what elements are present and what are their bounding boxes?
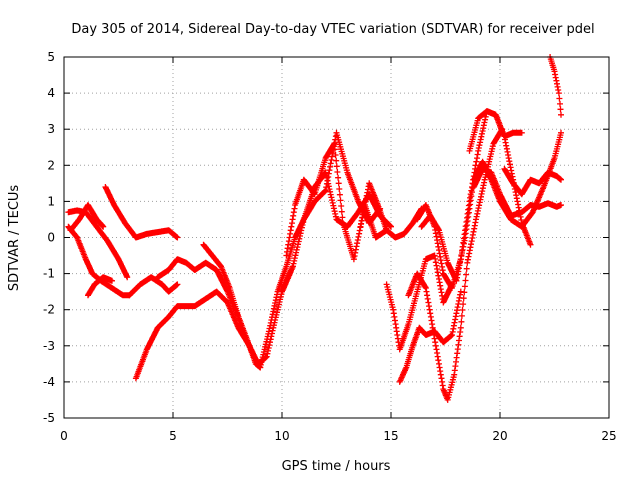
series-track-d	[85, 274, 115, 299]
series-track-j	[257, 169, 394, 371]
y-tick-label: 0	[47, 231, 55, 245]
y-tick-label: -3	[43, 339, 55, 353]
series-track-a	[65, 223, 133, 299]
y-tick-label: -2	[43, 303, 55, 317]
series-track-n	[383, 252, 455, 353]
data-series	[65, 54, 564, 403]
x-tick-label: 5	[169, 429, 177, 443]
y-tick-label: -5	[43, 411, 55, 425]
series-track-i	[200, 241, 296, 367]
chart-title: Day 305 of 2014, Sidereal Day-to-day VTE…	[71, 22, 594, 37]
x-tick-label: 0	[60, 429, 68, 443]
series-track-q	[414, 108, 525, 291]
series-track-e	[102, 184, 181, 241]
series-track-l	[279, 129, 384, 295]
plot-frame	[63, 56, 610, 419]
series-track-u	[501, 165, 564, 198]
series-track-r	[418, 129, 564, 284]
y-tick-label: -1	[43, 267, 55, 281]
y-axis-ticks: -5 -4 -3 -2 -1 0 1 2 3 4 5	[43, 50, 609, 425]
y-tick-label: 2	[47, 158, 55, 172]
y-tick-label: -4	[43, 375, 55, 389]
series-track-b	[65, 207, 131, 281]
series-track-t	[470, 165, 564, 219]
x-axis-ticks: 0 5 10 15 20 25	[60, 57, 617, 443]
x-tick-label: 10	[274, 429, 289, 443]
x-tick-label: 25	[601, 429, 616, 443]
series-track-c	[67, 202, 107, 234]
y-tick-label: 1	[47, 194, 55, 208]
x-tick-label: 20	[492, 429, 507, 443]
y-axis-label: SDTVAR / TECUs	[7, 185, 22, 292]
series-track-v	[547, 54, 564, 118]
y-tick-label: 3	[47, 122, 55, 136]
series-track-s	[466, 108, 534, 248]
y-tick-label: 4	[47, 86, 55, 100]
x-axis-label: GPS time / hours	[282, 459, 391, 474]
series-track-f	[126, 274, 181, 299]
x-tick-label: 15	[383, 429, 398, 443]
y-tick-label: 5	[47, 50, 55, 64]
series-track-p	[405, 126, 506, 403]
